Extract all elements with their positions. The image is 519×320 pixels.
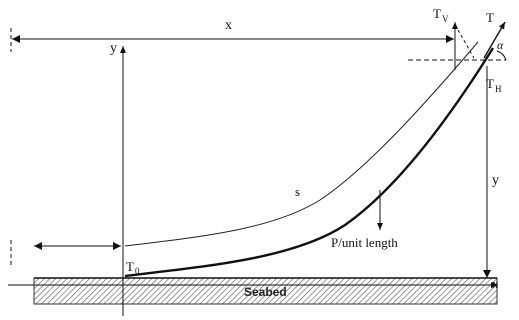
tension-arrow	[483, 21, 506, 59]
tension-vertical-subscript: V	[442, 14, 449, 24]
depth-label: y	[492, 173, 499, 188]
touchdown-tension-subscript: 0	[135, 266, 140, 276]
catenary-curve-main	[124, 47, 495, 278]
touchdown-tension-label: T	[126, 259, 134, 274]
x-distance-arrowhead-left	[12, 35, 20, 43]
touchdown-offset-arrowhead-left	[34, 242, 42, 250]
catenary-curve-reference	[124, 41, 479, 247]
y-axis-label: y	[110, 41, 117, 56]
angle-label: α	[497, 38, 504, 52]
tension-vertical-label: T	[433, 6, 441, 21]
depth-arrowhead-bottom	[483, 270, 491, 278]
tension-horizontal-label: T	[486, 76, 494, 91]
x-distance-arrowhead-right	[446, 35, 454, 43]
angle-arc	[496, 50, 507, 61]
tension-horizontal-subscript: H	[495, 84, 502, 94]
tension-component-dashed	[457, 29, 475, 59]
seabed-block	[33, 277, 498, 305]
x-distance-label: x	[225, 18, 232, 33]
x-axis-label: x	[492, 276, 499, 291]
weight-per-length-label: P/unit length	[331, 235, 398, 250]
seabed-label: Seabed	[244, 285, 287, 299]
touchdown-offset-arrowhead-right	[113, 242, 121, 250]
tension-label: T	[486, 10, 494, 25]
arc-length-label: s	[295, 184, 300, 199]
